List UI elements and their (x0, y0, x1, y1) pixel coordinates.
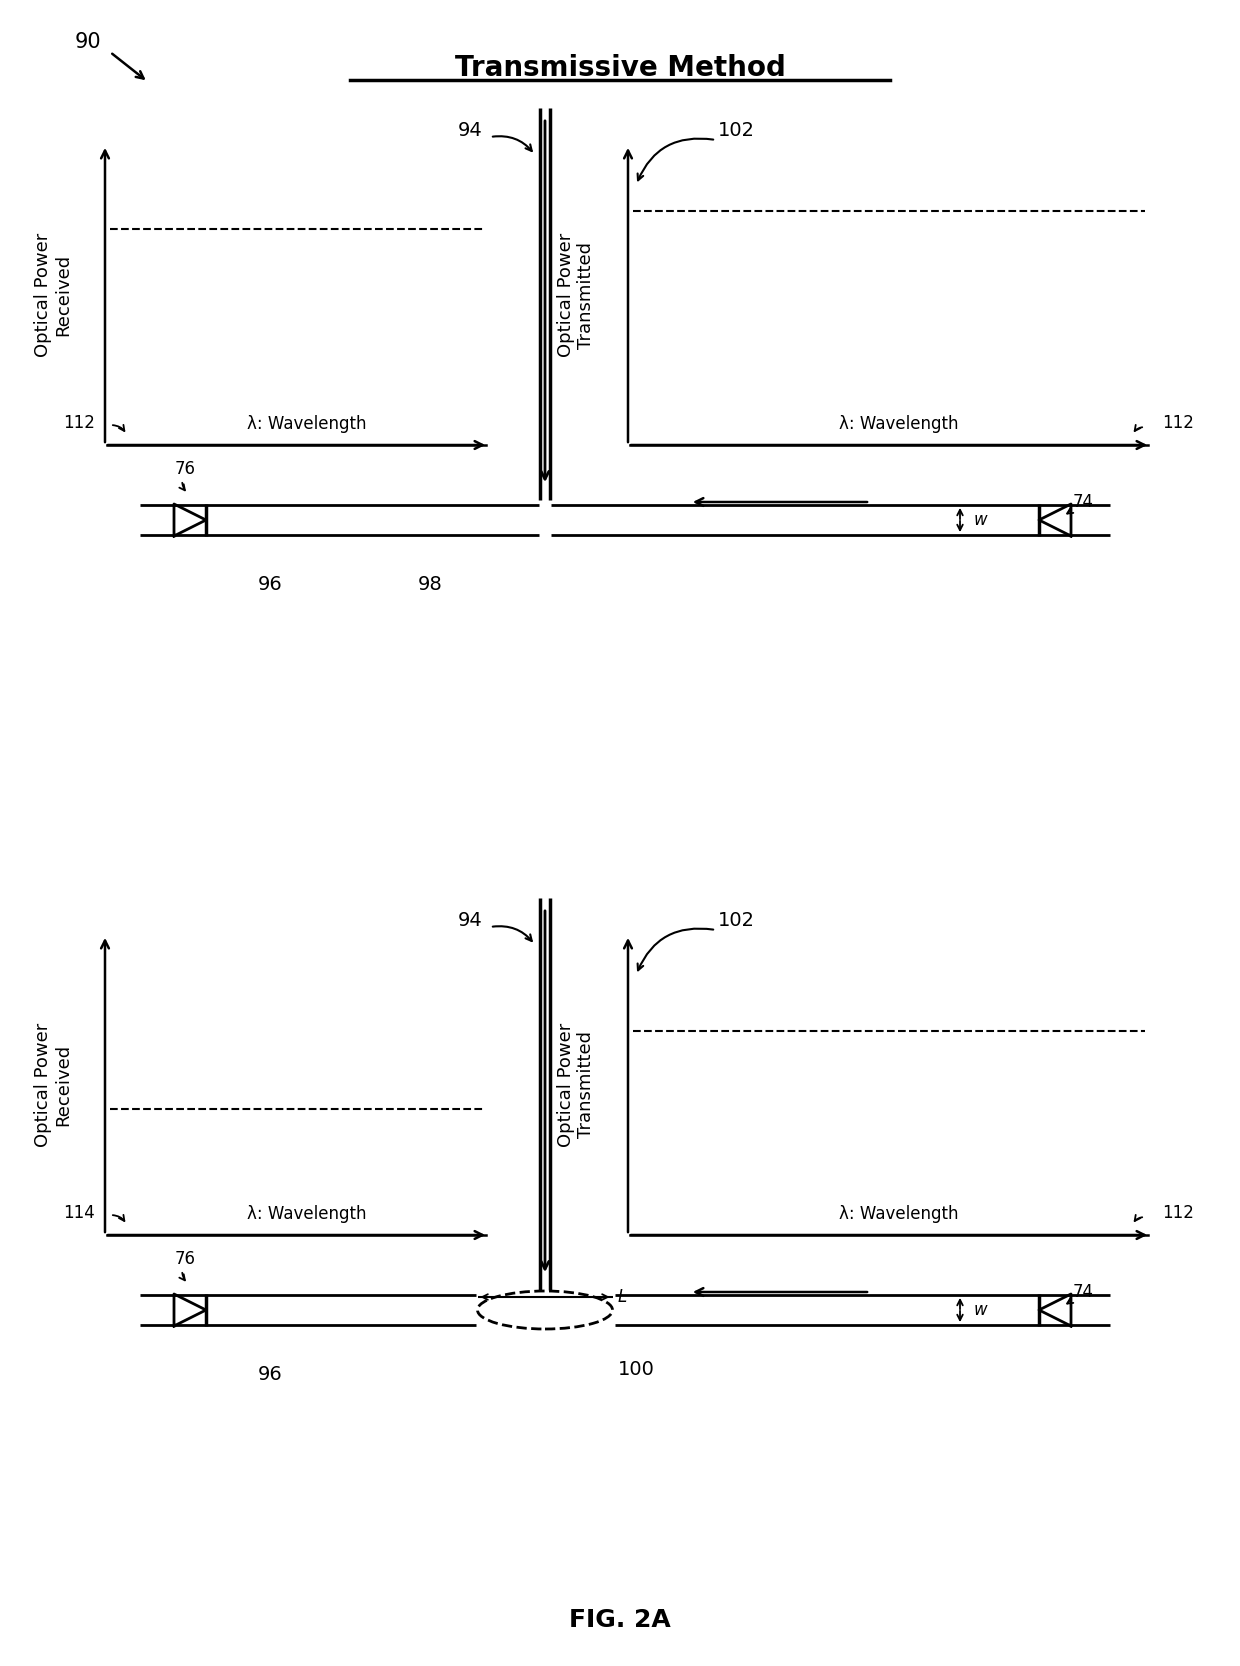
Text: λ: Wavelength: λ: Wavelength (839, 415, 959, 433)
Text: 112: 112 (63, 413, 95, 431)
Text: 74: 74 (1073, 1283, 1094, 1301)
Text: λ: Wavelength: λ: Wavelength (247, 415, 366, 433)
Text: w: w (973, 511, 987, 530)
Text: λ: Wavelength: λ: Wavelength (839, 1205, 959, 1223)
Text: w: w (973, 1301, 987, 1319)
Text: Optical Power
Received: Optical Power Received (33, 1023, 72, 1148)
Text: Optical Power
Received: Optical Power Received (33, 233, 72, 357)
Text: 96: 96 (258, 575, 283, 595)
Text: 76: 76 (175, 1250, 196, 1268)
Text: 112: 112 (1162, 413, 1194, 431)
Text: 98: 98 (418, 575, 443, 595)
Text: 96: 96 (258, 1364, 283, 1384)
Text: 100: 100 (618, 1359, 655, 1379)
Text: 94: 94 (458, 120, 482, 140)
Text: Optical Power
Transmitted: Optical Power Transmitted (557, 1023, 595, 1148)
Text: 94: 94 (458, 911, 482, 930)
Text: λ: Wavelength: λ: Wavelength (247, 1205, 366, 1223)
Text: 102: 102 (718, 911, 755, 930)
Text: Transmissive Method: Transmissive Method (455, 53, 785, 82)
Text: 114: 114 (63, 1205, 95, 1221)
Text: FIG. 2A: FIG. 2A (569, 1608, 671, 1633)
Text: L: L (618, 1288, 626, 1306)
Text: Optical Power
Transmitted: Optical Power Transmitted (557, 233, 595, 357)
Text: 76: 76 (175, 460, 196, 478)
Text: 112: 112 (1162, 1205, 1194, 1221)
Text: 90: 90 (74, 32, 102, 52)
Text: 102: 102 (718, 120, 755, 140)
Text: 74: 74 (1073, 493, 1094, 511)
